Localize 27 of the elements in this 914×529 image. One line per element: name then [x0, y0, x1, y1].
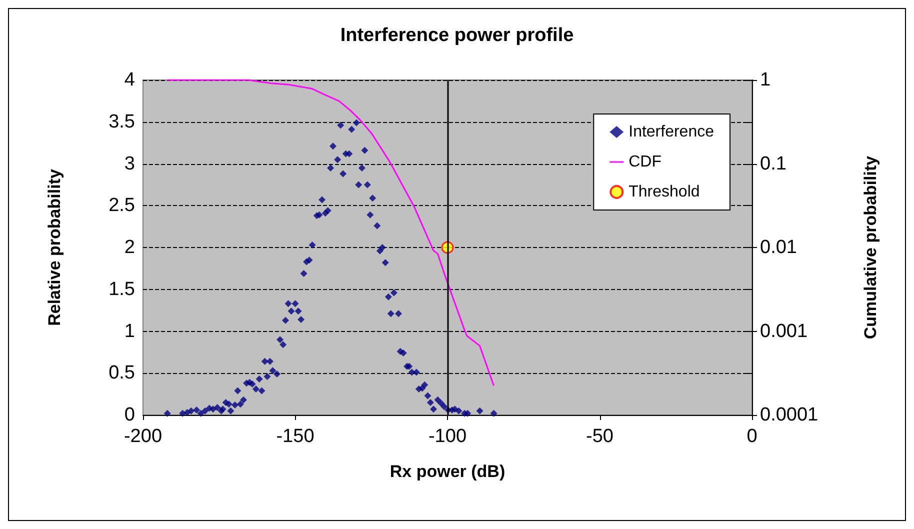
x-axis-title: Rx power (dB)	[390, 462, 506, 481]
y-tick-label: 3.5	[108, 111, 135, 132]
y-tick-label: 2	[124, 237, 135, 258]
y2-axis-title: Cumulative probability	[861, 155, 880, 340]
legend-label: CDF	[628, 154, 662, 170]
y-tick-label: 1	[124, 320, 135, 342]
y-tick-label: 0	[124, 404, 135, 426]
y-tick-label: 2.5	[108, 195, 135, 216]
y-tick-label: 1.5	[108, 278, 135, 300]
y-tick-label: 0.5	[108, 362, 135, 384]
x-tick-label: -50	[586, 426, 614, 447]
y2-tick-label: 0.01	[760, 237, 797, 258]
y2-tick-label: 1	[760, 70, 771, 90]
chart-title: Interference power profile	[340, 25, 574, 46]
y2-tick-label: 0.1	[760, 153, 786, 174]
line-series	[166, 79, 495, 386]
legend-label: Interference	[628, 124, 714, 140]
legend-label: Threshold	[628, 184, 700, 200]
y2-tick-label: 0.001	[760, 320, 808, 342]
y-tick-label: 4	[124, 70, 136, 90]
x-tick-label: 0	[746, 426, 758, 447]
x-tick-label: -100	[428, 426, 467, 447]
y2-tick-label: 0.0001	[760, 404, 818, 426]
x-tick-label: -200	[124, 426, 162, 447]
x-tick-label: -150	[276, 426, 314, 447]
y-axis-title: Relative probability	[45, 168, 64, 326]
y-tick-label: 3	[124, 153, 135, 174]
